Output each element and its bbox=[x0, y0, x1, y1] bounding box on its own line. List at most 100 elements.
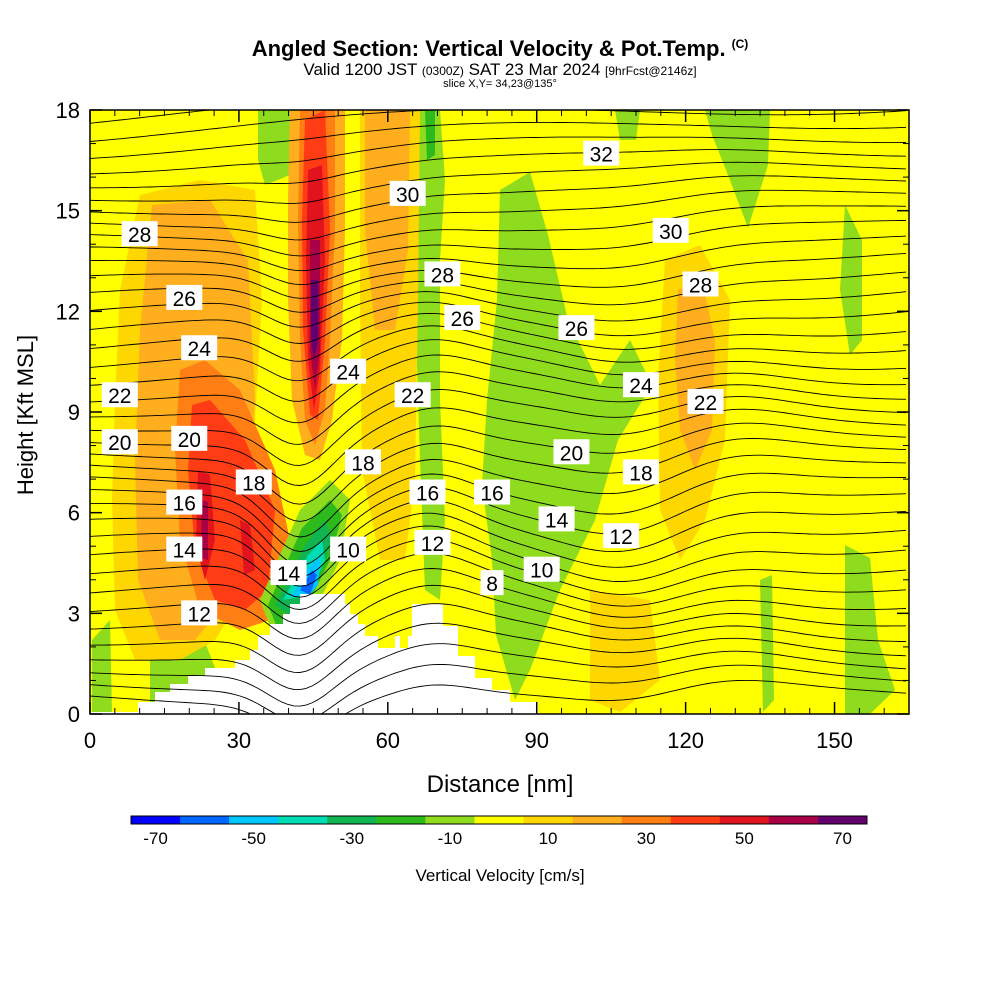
contour-label: 18 bbox=[345, 449, 381, 475]
contour-label-text: 16 bbox=[480, 483, 503, 506]
contour-label-box bbox=[583, 140, 620, 166]
theta-contour-line bbox=[90, 389, 907, 466]
theta-contour-line bbox=[90, 407, 907, 486]
theta-contour-line bbox=[90, 136, 907, 175]
theta-contour-line bbox=[90, 454, 907, 538]
contour-label-box bbox=[181, 600, 218, 626]
theta-contour-line bbox=[90, 175, 907, 223]
y-tick-label: 12 bbox=[56, 299, 80, 324]
theta-contour-line bbox=[90, 538, 907, 610]
contour-label: 10 bbox=[330, 536, 367, 563]
contour-label: 18 bbox=[235, 469, 272, 495]
x-tick-label: 0 bbox=[84, 728, 96, 753]
y-tick-label: 0 bbox=[68, 702, 80, 727]
forecast-info: [9hrFcst@2146z] bbox=[605, 64, 697, 78]
colorbar: -70 -50 -30 -10 10 30 50 70 bbox=[130, 815, 868, 848]
contour-label-box bbox=[171, 425, 208, 451]
contour-label-box bbox=[181, 335, 218, 361]
contour-label-box bbox=[687, 388, 724, 414]
colorbar-swatch bbox=[131, 816, 181, 824]
contour-label-text: 14 bbox=[173, 540, 197, 563]
contour-label-box bbox=[622, 459, 659, 485]
contour-label-text: 10 bbox=[530, 560, 553, 583]
colorbar-tick-label: -70 bbox=[143, 829, 168, 848]
contour-label-text: 24 bbox=[629, 375, 653, 398]
contour-label: 22 bbox=[394, 382, 431, 408]
contour-label-text: 24 bbox=[336, 362, 360, 385]
colorbar-swatch bbox=[327, 816, 377, 824]
contour-label: 30 bbox=[389, 180, 426, 207]
contour-label-text: 28 bbox=[128, 224, 151, 247]
contour-label: 14 bbox=[538, 506, 575, 532]
contour-label-box bbox=[474, 479, 511, 505]
contour-label: 28 bbox=[682, 271, 719, 297]
theta-contour-line bbox=[90, 252, 907, 299]
contour-label-text: 26 bbox=[451, 308, 474, 331]
contour-label: 26 bbox=[166, 284, 203, 311]
y-tick-label: 9 bbox=[68, 400, 80, 425]
theta-contour-line bbox=[90, 325, 907, 382]
theta-contour-line bbox=[90, 291, 907, 328]
contour-label-text: 30 bbox=[659, 221, 682, 244]
theta-contour-line bbox=[90, 422, 907, 505]
y-tick-label: 6 bbox=[68, 501, 80, 526]
theta-contour-line bbox=[90, 205, 907, 257]
theta-contour-line bbox=[90, 220, 906, 272]
velocity-region bbox=[845, 545, 895, 714]
contour-label-box bbox=[389, 180, 426, 206]
contour-label-text: 24 bbox=[188, 338, 212, 361]
colorbar-swatch bbox=[670, 816, 721, 824]
theta-contour-line bbox=[90, 73, 906, 104]
contour-label-text: 26 bbox=[173, 288, 196, 311]
theta-contour-line bbox=[90, 664, 907, 714]
y-tick-label: 15 bbox=[56, 199, 80, 224]
contour-label-text: 12 bbox=[609, 526, 632, 549]
x-axis: 0 30 60 90 120 150 bbox=[84, 110, 885, 753]
contour-label: 12 bbox=[603, 523, 640, 549]
contour-label: 16 bbox=[166, 489, 203, 516]
contour-label-text: 14 bbox=[277, 563, 301, 586]
colorbar-tick-label: 30 bbox=[637, 829, 656, 848]
colorbar-tick-label: 10 bbox=[539, 829, 558, 848]
x-tick-label: 120 bbox=[667, 728, 704, 753]
colorbar-tick-label: -30 bbox=[340, 829, 365, 848]
velocity-region bbox=[300, 570, 317, 595]
theta-contour-line bbox=[90, 189, 907, 241]
y-tick-label: 3 bbox=[68, 601, 80, 626]
contour-label-box bbox=[121, 221, 158, 247]
velocity-region bbox=[590, 590, 660, 712]
x-tick-label: 30 bbox=[227, 728, 251, 753]
contour-label: 24 bbox=[330, 358, 367, 385]
contour-label-text: 26 bbox=[565, 318, 588, 341]
theta-contour-line bbox=[90, 438, 907, 522]
contour-label: 28 bbox=[424, 261, 461, 287]
contour-label-text: 22 bbox=[108, 385, 131, 408]
theta-contour-line bbox=[90, 149, 907, 189]
contour-label: 14 bbox=[166, 536, 203, 563]
contour-label: 20 bbox=[101, 429, 138, 455]
x-tick-label: 90 bbox=[524, 728, 548, 753]
contour-label-text: 32 bbox=[590, 144, 613, 167]
theta-contour-line bbox=[90, 486, 907, 566]
contour-label-box bbox=[558, 315, 595, 341]
colorbar-tick-label: -10 bbox=[438, 829, 463, 848]
contour-label-box bbox=[480, 570, 504, 596]
colorbar-swatch bbox=[425, 816, 475, 824]
colorbar-tick-label: -50 bbox=[241, 829, 266, 848]
contour-label-box bbox=[409, 479, 446, 505]
contour-label-box bbox=[166, 536, 203, 562]
y-axis-label: Height [Kft MSL] bbox=[13, 335, 38, 495]
contour-label: 22 bbox=[101, 382, 138, 408]
velocity-region bbox=[201, 500, 208, 560]
contour-label-box bbox=[166, 284, 203, 310]
contour-label-text: 20 bbox=[560, 442, 583, 465]
theta-contour-line bbox=[90, 339, 907, 402]
colorbar-swatch bbox=[376, 816, 426, 824]
contour-label-text: 10 bbox=[336, 540, 359, 563]
contour-label-box bbox=[394, 382, 431, 408]
valid-utc: (0300Z) bbox=[421, 64, 464, 78]
contour-label: 16 bbox=[474, 479, 511, 506]
theta-contour-line bbox=[90, 525, 907, 598]
